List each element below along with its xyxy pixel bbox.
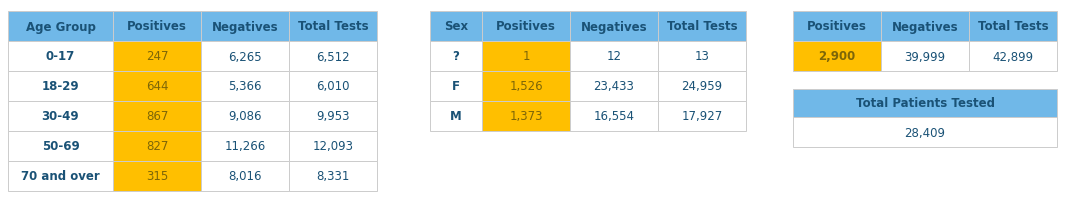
Text: 16,554: 16,554 <box>593 110 634 123</box>
Bar <box>113 12 201 42</box>
Bar <box>289 102 377 131</box>
Bar <box>482 42 570 72</box>
Text: 6,512: 6,512 <box>317 50 350 63</box>
Text: M: M <box>450 110 462 123</box>
Text: ?: ? <box>452 50 460 63</box>
Bar <box>482 102 570 131</box>
Text: 8,016: 8,016 <box>228 170 262 183</box>
Text: Negatives: Negatives <box>212 20 278 33</box>
Bar <box>658 72 746 102</box>
Bar <box>482 72 570 102</box>
Bar <box>570 72 658 102</box>
Bar <box>8 12 113 42</box>
Text: 1: 1 <box>522 50 530 63</box>
Bar <box>658 12 746 42</box>
Bar <box>658 42 746 72</box>
Bar <box>201 12 289 42</box>
Text: 0-17: 0-17 <box>46 50 75 63</box>
Text: 12: 12 <box>606 50 621 63</box>
Text: 13: 13 <box>695 50 710 63</box>
Bar <box>8 131 113 161</box>
Text: Age Group: Age Group <box>26 20 96 33</box>
Bar <box>969 42 1057 72</box>
Bar <box>113 102 201 131</box>
Bar <box>793 42 881 72</box>
Text: 5,366: 5,366 <box>228 80 262 93</box>
Text: 39,999: 39,999 <box>905 50 946 63</box>
Text: 18-29: 18-29 <box>42 80 80 93</box>
Bar <box>201 131 289 161</box>
Bar <box>969 12 1057 42</box>
Bar <box>201 102 289 131</box>
Text: 2,900: 2,900 <box>819 50 855 63</box>
Bar <box>793 118 1057 147</box>
Text: F: F <box>452 80 460 93</box>
Text: 42,899: 42,899 <box>992 50 1034 63</box>
Text: 6,265: 6,265 <box>228 50 262 63</box>
Text: 315: 315 <box>145 170 168 183</box>
Bar <box>430 102 482 131</box>
Text: 30-49: 30-49 <box>42 110 80 123</box>
Text: Total Tests: Total Tests <box>667 20 738 33</box>
Bar <box>289 72 377 102</box>
Bar <box>289 42 377 72</box>
Text: 644: 644 <box>145 80 168 93</box>
Bar <box>289 161 377 191</box>
Text: 17,927: 17,927 <box>682 110 723 123</box>
Text: 9,953: 9,953 <box>317 110 350 123</box>
Text: Positives: Positives <box>127 20 187 33</box>
Bar <box>793 12 881 42</box>
Text: 6,010: 6,010 <box>317 80 350 93</box>
Text: Total Patients Tested: Total Patients Tested <box>855 97 994 110</box>
Bar <box>289 131 377 161</box>
Text: 28,409: 28,409 <box>905 126 946 139</box>
Bar <box>113 161 201 191</box>
Bar <box>881 12 969 42</box>
Text: 247: 247 <box>145 50 168 63</box>
Bar <box>430 72 482 102</box>
Text: 8,331: 8,331 <box>317 170 350 183</box>
Bar <box>430 12 482 42</box>
Bar <box>430 42 482 72</box>
Text: 9,086: 9,086 <box>228 110 262 123</box>
Bar <box>570 102 658 131</box>
Bar <box>113 72 201 102</box>
Text: 827: 827 <box>145 140 168 153</box>
Bar <box>881 42 969 72</box>
Text: 70 and over: 70 and over <box>22 170 100 183</box>
Bar <box>201 161 289 191</box>
Bar <box>658 102 746 131</box>
Bar <box>8 42 113 72</box>
Text: 50-69: 50-69 <box>42 140 80 153</box>
Bar <box>113 42 201 72</box>
Bar <box>8 72 113 102</box>
Text: 867: 867 <box>145 110 168 123</box>
Text: 1,373: 1,373 <box>509 110 543 123</box>
Text: Sex: Sex <box>444 20 468 33</box>
Text: Negatives: Negatives <box>892 20 959 33</box>
Bar <box>113 131 201 161</box>
Text: Total Tests: Total Tests <box>297 20 368 33</box>
Bar <box>201 42 289 72</box>
Bar <box>289 12 377 42</box>
Text: 12,093: 12,093 <box>312 140 353 153</box>
Bar <box>570 42 658 72</box>
Bar <box>570 12 658 42</box>
Bar <box>8 161 113 191</box>
Bar <box>201 72 289 102</box>
Text: 11,266: 11,266 <box>224 140 266 153</box>
Text: 24,959: 24,959 <box>682 80 723 93</box>
Text: 1,526: 1,526 <box>509 80 543 93</box>
Bar <box>8 102 113 131</box>
Text: Positives: Positives <box>807 20 867 33</box>
Bar <box>793 90 1057 118</box>
Text: Negatives: Negatives <box>581 20 647 33</box>
Text: Total Tests: Total Tests <box>978 20 1048 33</box>
Bar <box>482 12 570 42</box>
Text: 23,433: 23,433 <box>593 80 634 93</box>
Text: Positives: Positives <box>496 20 556 33</box>
